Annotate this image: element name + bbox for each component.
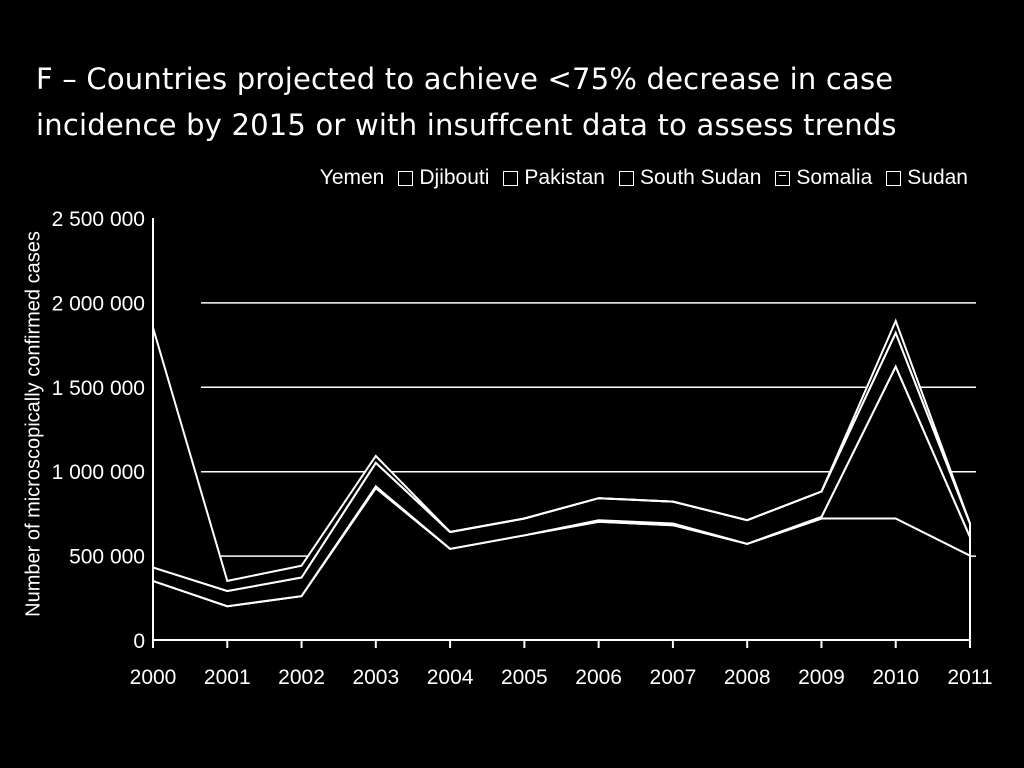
x-tick-label: 2009 <box>798 666 845 689</box>
chart-title-line-2: incidence by 2015 or with insuffcent dat… <box>36 108 897 142</box>
legend-swatch-sudan <box>886 170 902 186</box>
x-tick-label: 2000 <box>130 666 177 689</box>
legend-item-somalia: Somalia <box>775 166 872 190</box>
legend-item-yemen: Yemen <box>320 166 385 190</box>
legend-swatch-pakistan <box>503 170 519 186</box>
x-tick-label: 2010 <box>872 666 919 689</box>
x-tick-label: 2005 <box>501 666 548 689</box>
y-tick-label: 2 500 000 <box>52 208 145 231</box>
x-tick-label: 2002 <box>278 666 325 689</box>
legend-item-djibouti: Djibouti <box>398 166 489 190</box>
chart-title-line-1: F – Countries projected to achieve <75% … <box>36 62 894 96</box>
legend-label-yemen: Yemen <box>319 166 385 189</box>
legend-label-sudan: Sudan <box>907 166 968 189</box>
legend-label-south-sudan: South Sudan <box>639 166 762 189</box>
chart-title: F – Countries projected to achieve <75% … <box>36 56 996 148</box>
x-tick-label: 2008 <box>724 666 771 689</box>
x-tick-label: 2003 <box>352 666 399 689</box>
legend-swatch-somalia <box>775 170 791 186</box>
y-tick-label: 2 000 000 <box>52 292 145 315</box>
x-tick-label: 2007 <box>650 666 697 689</box>
legend-swatch-south-sudan <box>618 170 634 186</box>
legend-label-somalia: Somalia <box>796 166 873 189</box>
x-tick-label: 2001 <box>204 666 251 689</box>
y-tick-label: 500 000 <box>69 546 145 569</box>
x-tick-label: 2006 <box>575 666 622 689</box>
legend-item-sudan: Sudan <box>886 166 968 190</box>
series-area-yemen <box>152 318 971 593</box>
legend-item-south-sudan: South Sudan <box>618 166 762 190</box>
chart-legend: Yemen Djibouti Pakistan South Sudan Somalia S… <box>320 163 968 193</box>
legend-label-pakistan: Pakistan <box>524 166 605 189</box>
x-tick-label: 2011 <box>947 666 992 689</box>
y-tick-label: 0 <box>133 630 145 653</box>
y-tick-label: 1 500 000 <box>52 377 145 400</box>
legend-label-djibouti: Djibouti <box>419 166 490 189</box>
legend-item-pakistan: Pakistan <box>503 166 605 190</box>
y-tick-label: 1 000 000 <box>52 461 145 484</box>
x-tick-label: 2004 <box>427 666 474 689</box>
legend-swatch-djibouti <box>398 170 414 186</box>
